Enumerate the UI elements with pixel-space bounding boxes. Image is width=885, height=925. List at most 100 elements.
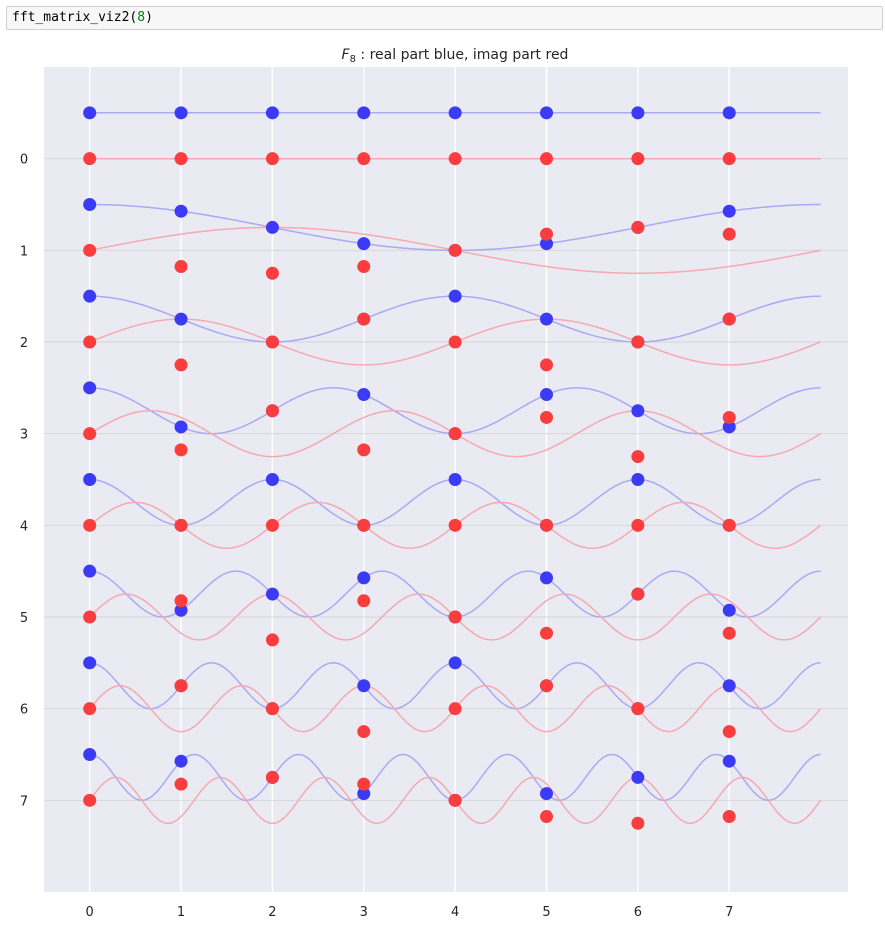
imag-point-r7-c5 <box>540 810 553 824</box>
imag-point-r6-c5 <box>540 679 553 693</box>
imag-point-r1-c1 <box>174 260 188 274</box>
real-point-r0-c0 <box>83 106 97 120</box>
chart-title: F8 : real part blue, imag part red <box>342 47 569 65</box>
imag-point-r6-c6 <box>631 702 645 716</box>
plot-area <box>44 67 848 892</box>
imag-point-r5-c0 <box>83 610 97 624</box>
y-tick-label-1: 1 <box>20 244 28 259</box>
imag-point-r3-c1 <box>174 443 188 457</box>
real-point-r0-c7 <box>722 106 736 120</box>
real-point-r3-c3 <box>357 388 371 402</box>
real-point-r2-c1 <box>174 312 188 326</box>
x-tick-label-6: 6 <box>634 905 642 920</box>
real-point-r0-c3 <box>357 106 371 120</box>
real-point-r4-c2 <box>265 473 279 486</box>
x-tick-label-3: 3 <box>360 905 368 920</box>
imag-point-r1-c3 <box>357 260 371 274</box>
real-point-r2-c0 <box>83 289 97 303</box>
imag-point-r6-c2 <box>265 702 279 716</box>
real-point-r3-c6 <box>631 404 645 418</box>
imag-point-r0-c7 <box>722 152 736 166</box>
y-tick-label-2: 2 <box>20 336 28 351</box>
real-point-r7-c6 <box>631 770 645 784</box>
imag-point-r1-c4 <box>448 243 462 257</box>
imag-point-r4-c0 <box>83 518 97 532</box>
real-point-r6-c4 <box>448 656 462 670</box>
matrix-points <box>83 106 736 830</box>
imag-point-r3-c2 <box>265 404 279 418</box>
real-point-r6-c3 <box>357 679 371 693</box>
real-point-r5-c7 <box>722 603 736 617</box>
imag-point-r3-c4 <box>448 427 462 441</box>
imag-point-r1-c0 <box>83 243 97 257</box>
real-point-r0-c5 <box>540 106 553 120</box>
imag-point-r2-c5 <box>540 358 553 372</box>
real-point-r0-c2 <box>265 106 279 120</box>
imag-point-r3-c6 <box>631 450 645 464</box>
imag-point-r2-c6 <box>631 335 645 349</box>
real-point-r4-c6 <box>631 473 645 486</box>
imag-point-r4-c7 <box>722 518 736 532</box>
imag-point-r6-c0 <box>83 702 97 716</box>
imag-point-r7-c4 <box>448 793 462 807</box>
imag-point-r2-c3 <box>357 312 371 326</box>
real-point-r1-c2 <box>265 220 279 234</box>
real-point-r2-c4 <box>448 289 462 303</box>
imag-point-r4-c4 <box>448 518 462 532</box>
imag-point-r0-c2 <box>265 152 279 166</box>
imag-point-r3-c3 <box>357 443 371 457</box>
imag-point-r0-c5 <box>540 152 553 166</box>
imag-point-r3-c7 <box>722 410 736 424</box>
imag-point-r6-c3 <box>357 725 371 739</box>
imag-point-r5-c7 <box>722 626 736 640</box>
imag-point-r0-c4 <box>448 152 462 166</box>
real-point-r1-c7 <box>722 204 736 218</box>
imag-point-r5-c1 <box>174 594 188 608</box>
y-tick-label-7: 7 <box>20 794 28 809</box>
real-point-r5-c5 <box>540 571 553 585</box>
x-tick-label-2: 2 <box>268 905 276 920</box>
real-point-r1-c0 <box>83 198 97 211</box>
y-tick-labels: 0 1 2 3 4 5 6 7 <box>20 153 28 810</box>
real-point-r7-c7 <box>722 754 736 768</box>
imag-point-r4-c3 <box>357 518 371 532</box>
real-point-r3-c0 <box>83 381 97 395</box>
real-point-r5-c2 <box>265 587 279 601</box>
code-function-name: fft_matrix_viz2( <box>12 10 138 25</box>
y-tick-label-6: 6 <box>20 703 28 718</box>
y-tick-label-4: 4 <box>20 519 28 534</box>
code-argument: 8 <box>137 10 146 25</box>
imag-point-r2-c4 <box>448 335 462 349</box>
imag-point-r5-c3 <box>357 594 371 608</box>
real-point-r7-c0 <box>83 748 97 761</box>
row-baselines <box>44 158 848 801</box>
y-tick-label-0: 0 <box>20 153 28 168</box>
imag-point-r5-c2 <box>265 633 279 647</box>
imag-point-r0-c0 <box>83 152 97 166</box>
imag-point-r7-c7 <box>722 810 736 824</box>
x-tick-label-5: 5 <box>542 905 550 920</box>
imag-point-r5-c4 <box>448 610 462 624</box>
real-point-r5-c1 <box>174 603 188 617</box>
code-closing-paren: ) <box>145 10 153 25</box>
real-point-r2-c5 <box>540 312 553 326</box>
x-tick-label-0: 0 <box>86 905 94 920</box>
y-tick-label-5: 5 <box>20 611 28 626</box>
chart-title-subscript: 8 <box>350 54 356 65</box>
real-point-r0-c6 <box>631 106 645 120</box>
imag-point-r1-c6 <box>631 220 645 234</box>
imag-point-r3-c5 <box>540 410 553 424</box>
real-point-r4-c4 <box>448 473 462 486</box>
real-point-r3-c1 <box>174 420 188 434</box>
chart-title-symbol: F <box>342 47 351 63</box>
imag-point-r0-c1 <box>174 152 188 166</box>
real-point-r7-c5 <box>540 787 553 801</box>
imag-point-r7-c2 <box>265 770 279 784</box>
real-point-r6-c7 <box>722 679 736 693</box>
real-point-r0-c4 <box>448 106 462 120</box>
code-cell-input[interactable]: fft_matrix_viz2(8) <box>6 6 883 30</box>
imag-point-r4-c6 <box>631 518 645 532</box>
imag-point-r2-c0 <box>83 335 97 349</box>
imag-point-r5-c6 <box>631 587 645 601</box>
